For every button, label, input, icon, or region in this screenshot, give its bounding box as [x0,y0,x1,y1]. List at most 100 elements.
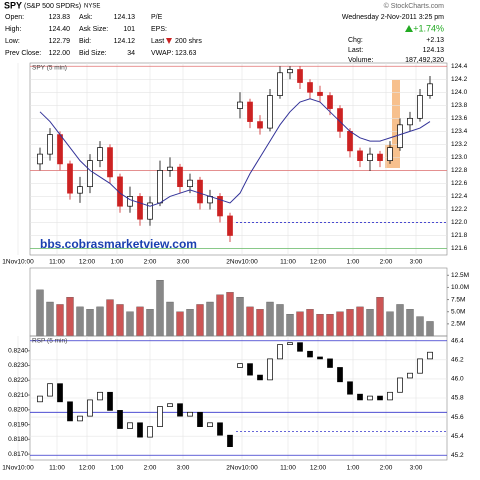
volume-bar [36,289,44,337]
candle-body [417,95,423,119]
candle-body [217,196,223,217]
x-tick-label: 3:00 [410,465,423,472]
exchange: NYSE [84,4,100,10]
candle-body [277,344,283,360]
up-arrow [405,25,413,32]
candle-body [177,403,183,417]
candle-body [87,399,93,417]
candle-body [117,176,123,207]
candle-body [187,411,193,417]
y-tick-label: 121.8 [451,232,468,239]
y-tick-label: 121.6 [451,245,468,252]
candle-body [397,124,403,148]
candle-body [347,381,353,395]
y2-tick-label: 46.4 [451,337,464,344]
candle-body [297,342,303,352]
candle-body [257,374,263,381]
volume-bar [286,313,294,337]
panel-title: SPY (5 min) [32,65,67,72]
candle-body [317,91,323,96]
candle-body [47,134,53,155]
candle-body [367,153,373,161]
candle-body [37,395,43,403]
volume-bar [176,311,184,337]
source: © StockCharts.com [384,2,445,10]
quote-label: Open: [5,14,24,21]
quote-value: 124.12 [114,38,136,45]
volume-bar [146,309,154,337]
x-tick-label: 1:00 [111,465,124,472]
volume-bar [386,311,394,337]
y-tick-label: 123.6 [451,115,468,122]
candle-body [237,363,243,368]
y2-tick-label: 45.8 [451,395,464,402]
candle-body [407,117,413,126]
candle-body [157,170,163,204]
volume-bar [56,304,64,337]
down-arrow [166,38,172,44]
volume-bar [86,309,94,337]
candle-body [227,434,233,447]
volume-bar [196,304,204,337]
volume-bar [66,296,74,337]
quote-value: 123.83 [49,14,71,21]
x-tick-label: 2:00 [380,259,393,266]
candle-body [97,147,103,161]
y-tick-label: 122.2 [451,206,468,213]
candle-body [57,134,63,165]
watermark: bbs.cobrasmarketview.com [40,237,197,251]
candle-body [177,166,183,188]
y2-tick-label: 46.0 [451,376,464,383]
candle-body [87,160,93,188]
volume-bar [116,304,124,337]
x-tick-label: 12:00 [310,259,327,266]
x-tick-label: 3:00 [177,259,190,266]
quote-label: P/E [151,14,163,21]
x-tick-label: 3:00 [410,259,423,266]
symbol-name: (S&P 500 SPDRs) [24,3,81,10]
volume-bar [376,296,384,337]
candle-body [157,406,163,427]
x-tick-label: 2:00 [144,465,157,472]
y-tick-label: 12.5M [451,272,469,279]
datetime: Wednesday 2-Nov-2011 3:25 pm [342,14,444,21]
y-tick-label: 122.0 [451,219,468,226]
y-tick-label: 0.8190 [8,421,28,428]
y-tick-label: 2.5M [451,321,465,328]
candle-body [117,410,123,429]
candle-body [297,69,303,83]
volume-bar [326,313,334,337]
x-tick-label: 12:00 [79,465,96,472]
quote-value: 124.40 [49,26,71,33]
volume-bar [136,306,144,337]
candle-body [427,83,433,96]
volume-bar [276,304,284,337]
volume-bar [216,294,224,337]
volume-bar [256,309,264,337]
volume-bar [236,296,244,337]
volume-bar [106,299,114,337]
x-tick-label: 2:00 [380,465,393,472]
quote-label: Prev Close: [5,50,41,57]
candle-body [337,367,343,383]
y-tick-label: 10.0M [451,284,469,291]
x-tick-label: 12:00 [310,465,327,472]
candle-body [367,395,373,401]
candle-body [377,153,383,161]
change-pct: +1.74% [413,23,444,33]
y2-tick-label: 46.2 [451,357,464,364]
candle-body [137,422,143,438]
volume-bar [306,309,314,337]
y-tick-label: 123.4 [451,128,468,135]
volume-bar [206,301,214,337]
quote-value: 101 [123,26,135,33]
y-tick-label: 122.6 [451,180,468,187]
quote-label: VWAP: [151,50,173,57]
x-tick-label: 11:00 [280,259,296,266]
y-tick-label: 0.8240 [8,347,28,354]
y2-tick-label: 45.4 [451,433,464,440]
quote-label: Bid Size: [79,50,107,57]
quote-label: Last [151,38,164,45]
quote-label: High: [5,26,21,33]
